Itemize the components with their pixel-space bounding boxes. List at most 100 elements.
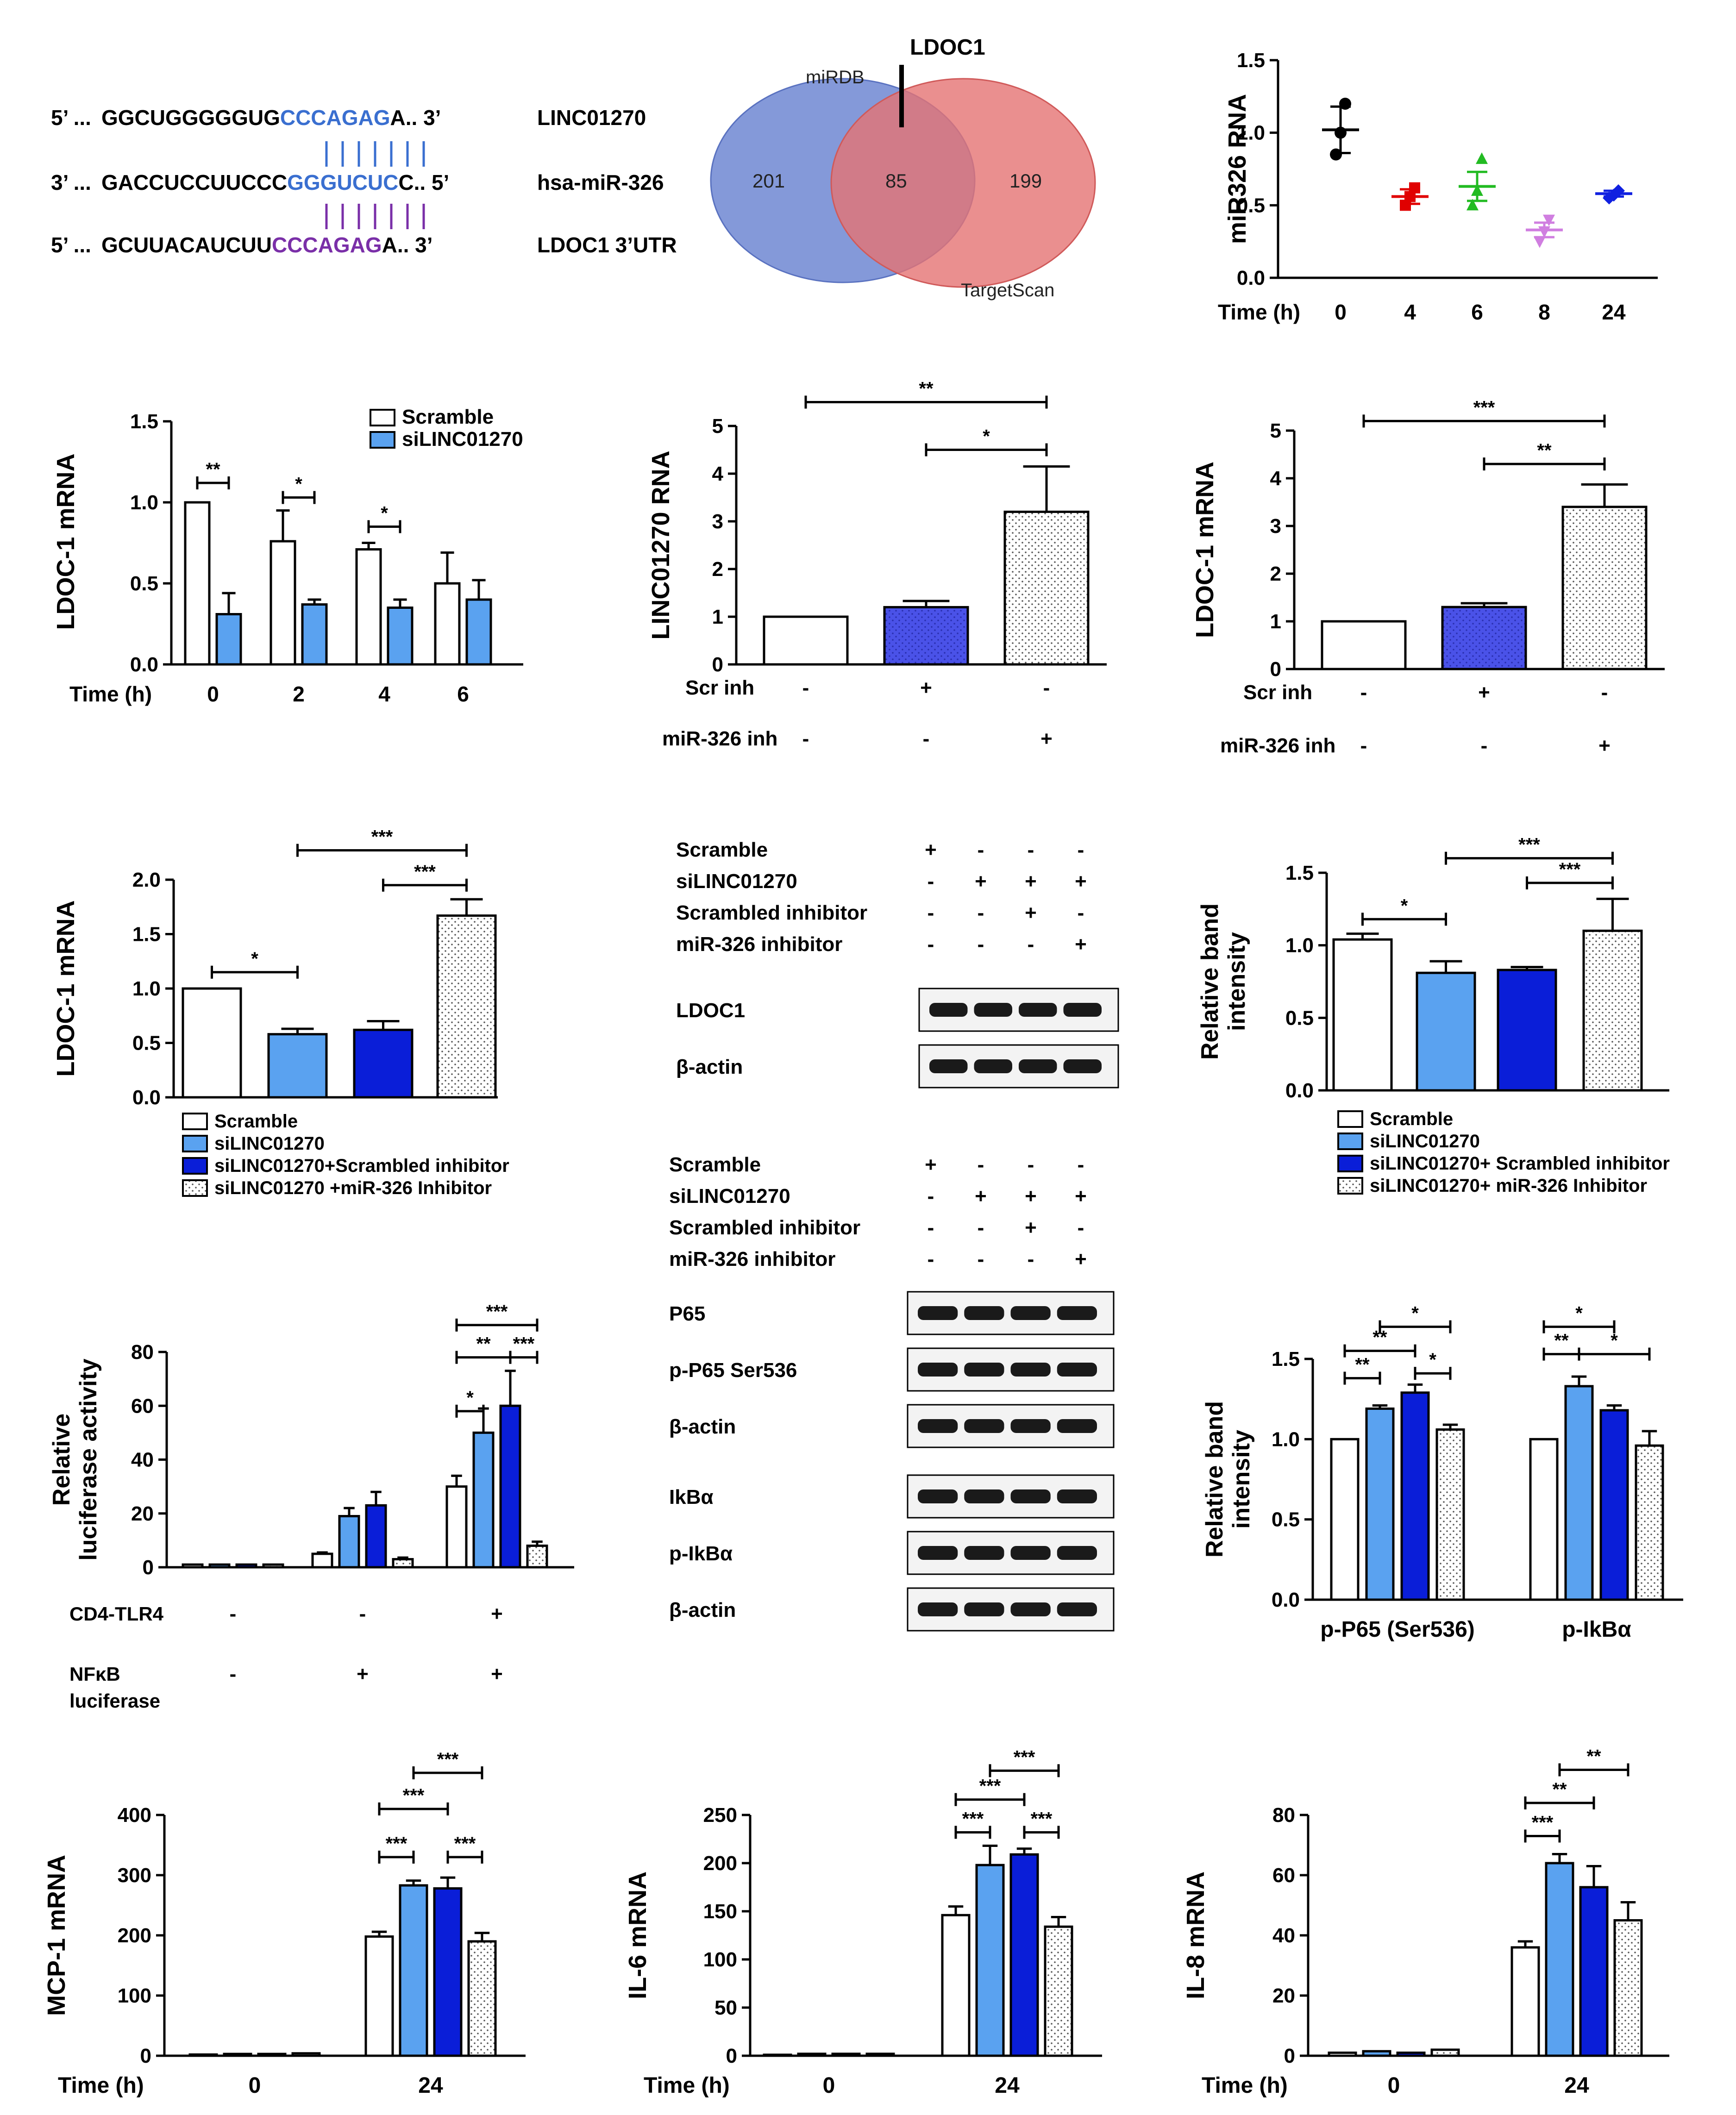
y-tick-label: 0.0 (132, 1086, 161, 1109)
bar (188, 2053, 218, 2057)
blot-band (1010, 1419, 1051, 1433)
blot-row-sign: - (1028, 1248, 1034, 1270)
y-tick-label: 80 (131, 1341, 154, 1364)
seq-prefix: 3’ ... (51, 170, 91, 194)
panel-a-sequence-alignment: 5’ ... GGCUGGGGGUGCCCAGAGA.. 3’ LINC012703… (51, 106, 677, 257)
y-tick-label: 2 (712, 558, 723, 581)
y-axis-title-line: Relative band (1197, 903, 1223, 1060)
bar (1599, 1409, 1629, 1601)
row-sign: + (1040, 727, 1053, 750)
sig-label: *** (1031, 1808, 1053, 1829)
sig-label: *** (513, 1334, 535, 1354)
bar (387, 607, 414, 666)
blot-label: β-actin (669, 1599, 736, 1621)
sig-label: * (381, 503, 388, 524)
row-sign: + (491, 1602, 503, 1625)
x-axis-title: Time (h) (644, 2073, 730, 2098)
row-sign: - (230, 1602, 237, 1625)
bar (434, 582, 461, 666)
sig-label: *** (1518, 835, 1540, 855)
x-tick-label: 24 (1564, 2073, 1589, 2098)
bar (182, 987, 242, 1099)
venn-set-right (830, 78, 1096, 288)
bar (182, 1563, 204, 1569)
bar (1396, 2052, 1426, 2057)
bar (1416, 971, 1476, 1092)
y-axis-title: miR326 RNA (1223, 94, 1251, 244)
y-tick-label: 0.0 (1237, 267, 1265, 289)
bar (184, 501, 211, 666)
row-label: miR-326 inh (662, 727, 777, 750)
blot-band (1057, 1363, 1097, 1377)
sequence-label: hsa-miR-326 (537, 170, 664, 194)
blot-band (974, 1003, 1012, 1017)
sig-label: ** (1554, 1331, 1569, 1351)
x-axis-title: Time (h) (1202, 2073, 1288, 2098)
bar (526, 1545, 548, 1569)
data-point (1538, 226, 1550, 238)
blot-row-sign: - (928, 1248, 934, 1270)
row-sign: - (1360, 734, 1367, 757)
data-point (1543, 214, 1555, 226)
legend-swatch (370, 431, 395, 449)
sig-label: *** (371, 827, 393, 847)
y-tick-label: 80 (1272, 1804, 1295, 1827)
bar (975, 1864, 1005, 2057)
bar (499, 1404, 521, 1569)
blot-band (964, 1546, 1004, 1560)
bar (365, 1504, 387, 1569)
sig-label: * (1401, 895, 1408, 916)
bar (392, 1558, 414, 1569)
venn-overlap-count: 85 (885, 170, 907, 192)
sig-label: *** (386, 1833, 407, 1854)
sig-label: * (251, 949, 258, 969)
row-label: CD4-TLR4 (69, 1603, 164, 1625)
blot-row-label: siLINC01270 (669, 1185, 790, 1208)
y-tick-label: 1.0 (130, 491, 158, 514)
y-axis-title: LINC01270 RNA (647, 451, 675, 639)
y-tick-label: 5 (712, 415, 723, 438)
y-tick-label: 0 (712, 653, 723, 676)
bar (301, 603, 328, 666)
row-sign: - (923, 727, 930, 750)
blot-row-label: siLINC01270 (676, 870, 797, 893)
data-point (1339, 98, 1351, 110)
y-tick-label: 1.5 (1237, 49, 1265, 72)
blot-row-sign: - (1078, 838, 1084, 861)
blot-band (918, 1306, 958, 1320)
bar (355, 548, 382, 666)
y-tick-label: 0.5 (130, 572, 158, 595)
y-tick-label: 0 (143, 1556, 154, 1579)
blot-row-sign: + (1025, 1185, 1037, 1208)
y-tick-label: 1.5 (1272, 1348, 1300, 1370)
y-axis-title-line: Relative (48, 1414, 75, 1506)
y-tick-label: 1.0 (1272, 1428, 1300, 1451)
y-tick-label: 0.5 (1237, 194, 1265, 217)
sig-label: * (1575, 1303, 1583, 1324)
bar (267, 1033, 328, 1099)
bar (1561, 506, 1648, 670)
legend-swatch (182, 1113, 208, 1130)
legend-swatch (370, 409, 395, 426)
row-sign: - (1043, 676, 1050, 699)
row-sign: + (491, 1663, 503, 1685)
y-axis-title: IL-6 mRNA (624, 1871, 652, 1999)
y-tick-label: 60 (1272, 1864, 1295, 1887)
sig-label: ** (919, 379, 934, 399)
sig-label: ** (1355, 1355, 1370, 1375)
x-tick-label: 24 (418, 2073, 443, 2098)
venn-right-label: TargetScan (961, 280, 1054, 300)
blot-row-sign: + (1075, 1248, 1087, 1270)
y-tick-label: 40 (1272, 1924, 1295, 1947)
blot-band (964, 1489, 1004, 1503)
y-tick-label: 4 (1270, 467, 1282, 490)
bar (257, 2052, 287, 2057)
bar (472, 1431, 495, 1569)
y-tick-label: 5 (1270, 419, 1281, 442)
sig-label: *** (437, 1749, 459, 1770)
blot-row-sign: + (1025, 901, 1037, 924)
y-axis-title: MCP-1 mRNA (43, 1855, 70, 2016)
blot-band (1063, 1003, 1102, 1017)
